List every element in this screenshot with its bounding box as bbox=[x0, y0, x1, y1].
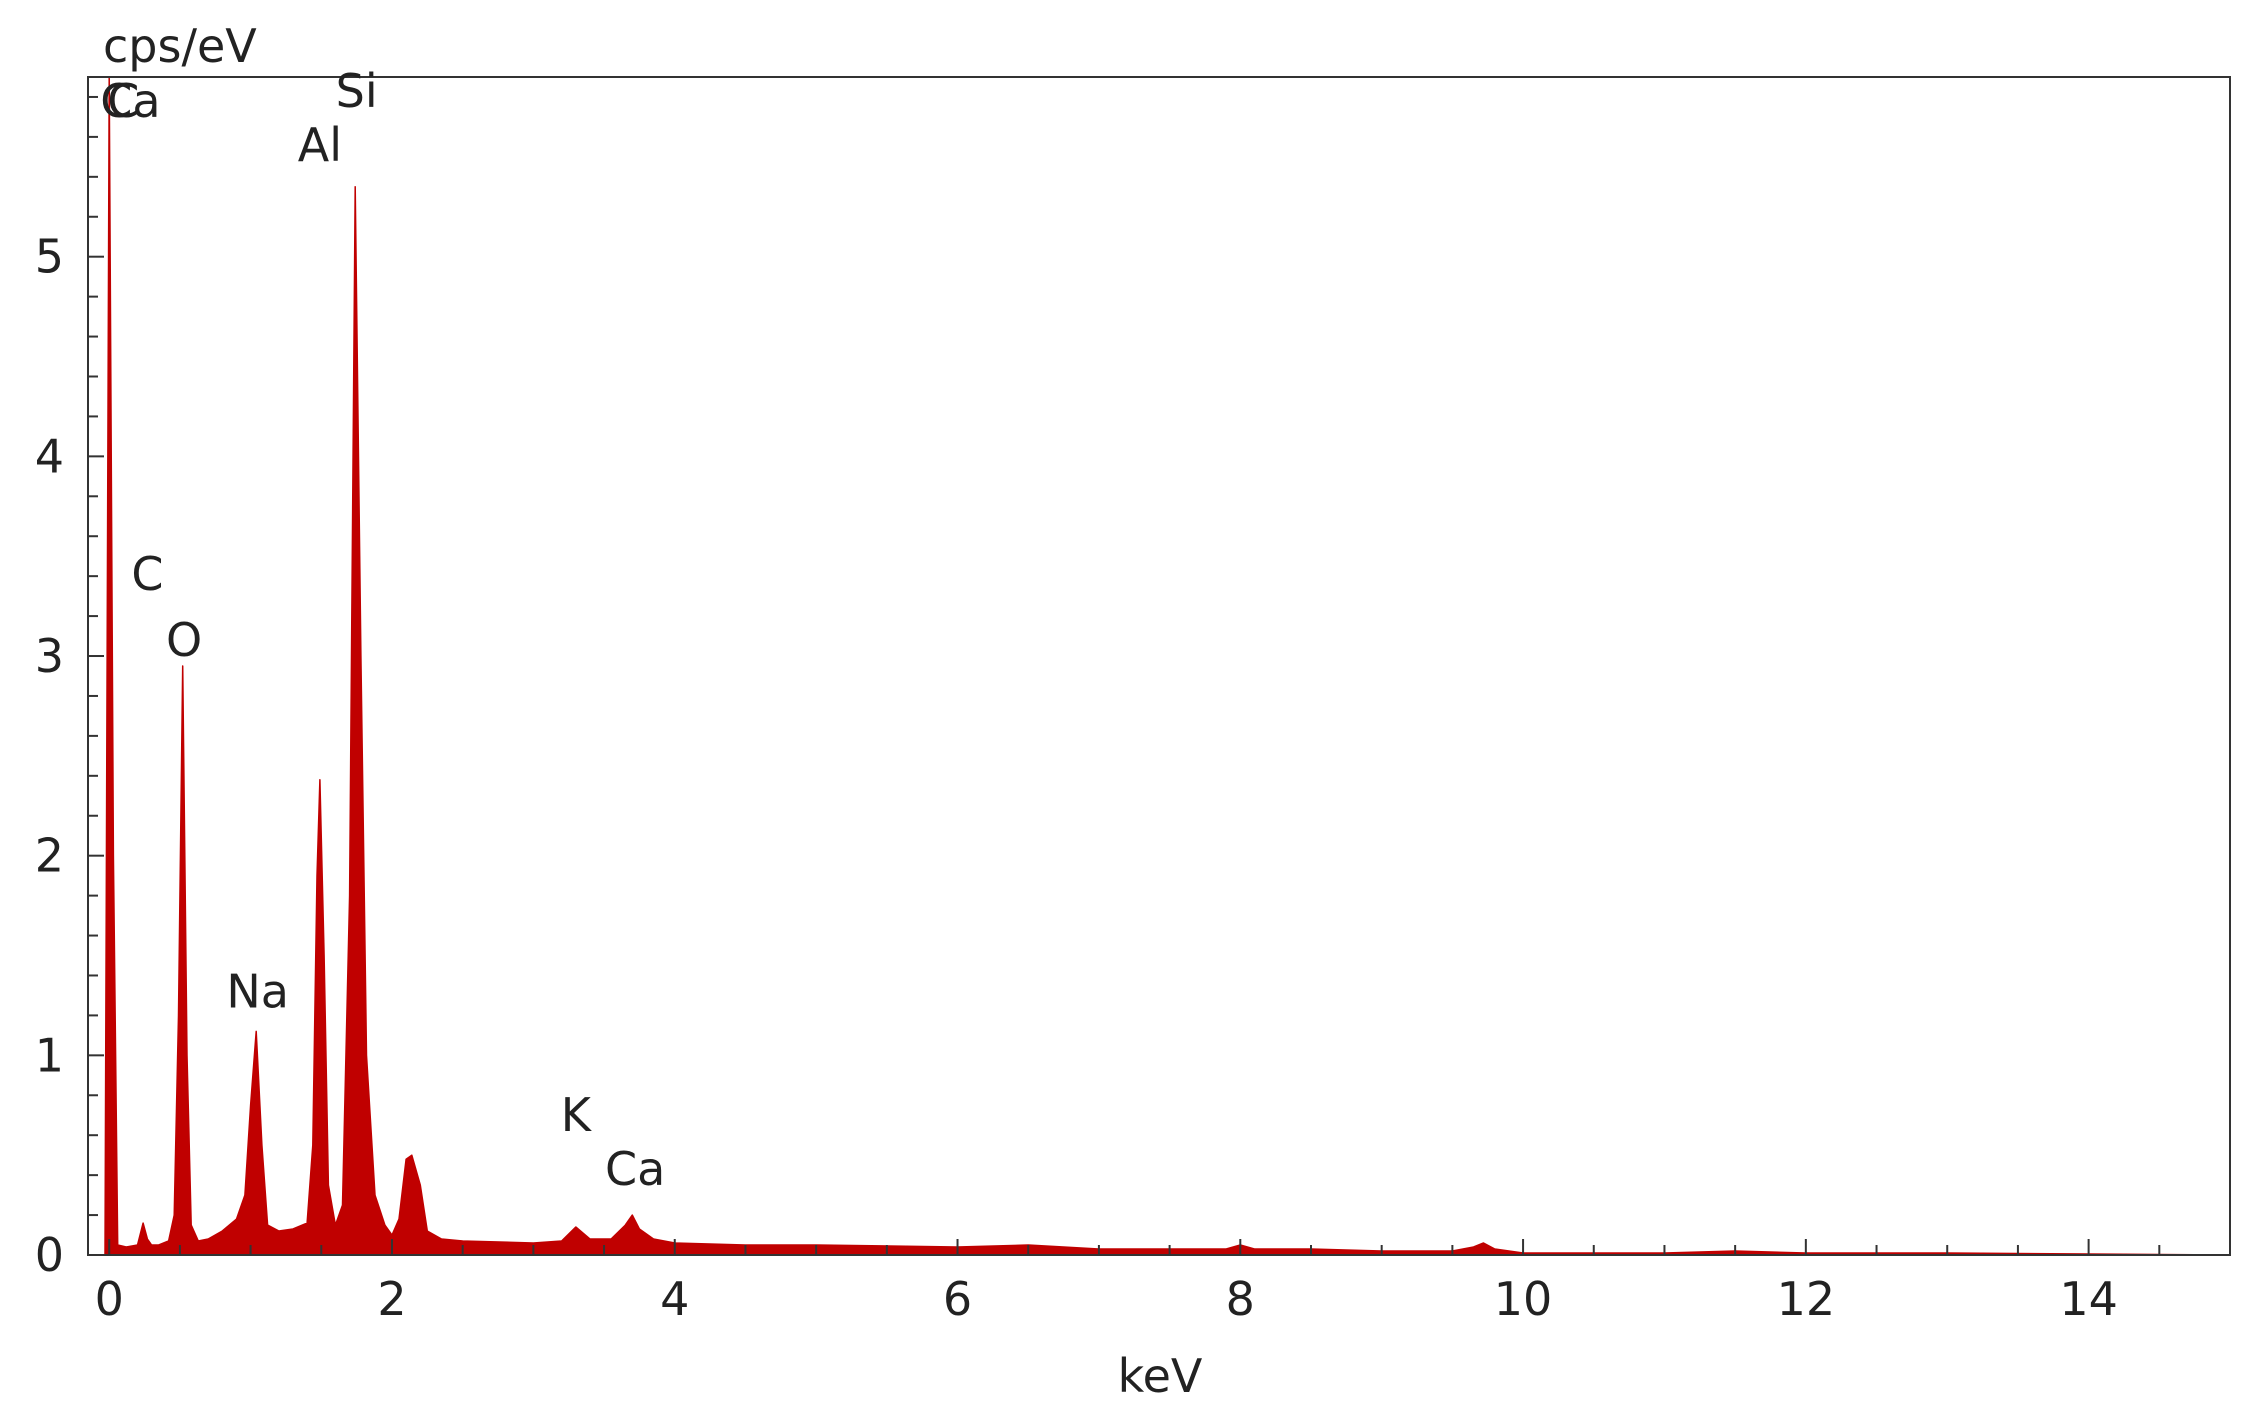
plot-area bbox=[104, 76, 2231, 1256]
x-tick-label: 4 bbox=[660, 1272, 689, 1326]
y-tick-label: 5 bbox=[35, 230, 64, 284]
x-tick-label: 12 bbox=[1777, 1272, 1836, 1326]
y-tick-label: 4 bbox=[35, 429, 64, 483]
y-tick-label: 3 bbox=[35, 629, 64, 683]
y-tick-label: 2 bbox=[35, 829, 64, 883]
plot-frame bbox=[87, 76, 2231, 1256]
x-tick-label: 14 bbox=[2059, 1272, 2118, 1326]
peak-label-si: Si bbox=[336, 64, 378, 118]
x-tick-label: 2 bbox=[377, 1272, 406, 1326]
x-tick-label: 0 bbox=[95, 1272, 124, 1326]
peak-label-k: K bbox=[561, 1088, 593, 1142]
y-axis-label: cps/eV bbox=[103, 19, 257, 73]
spectrum-series-0 bbox=[104, 76, 2231, 1256]
y-tick-label: 0 bbox=[35, 1228, 64, 1282]
x-axis-label: keV bbox=[1118, 1349, 1203, 1403]
peak-label-al: Al bbox=[298, 118, 342, 172]
y-tick-label: 1 bbox=[35, 1028, 64, 1082]
peak-label-o: O bbox=[166, 613, 202, 667]
x-tick-label: 10 bbox=[1494, 1272, 1553, 1326]
peak-label-c: C bbox=[107, 74, 139, 128]
peak-label-ca: Ca bbox=[605, 1142, 665, 1196]
peak-label-na: Na bbox=[226, 964, 289, 1018]
peak-label-c: C bbox=[131, 547, 163, 601]
x-tick-label: 6 bbox=[943, 1272, 972, 1326]
x-tick-label: 8 bbox=[1226, 1272, 1255, 1326]
peak-label-ca: Ca bbox=[100, 74, 160, 128]
